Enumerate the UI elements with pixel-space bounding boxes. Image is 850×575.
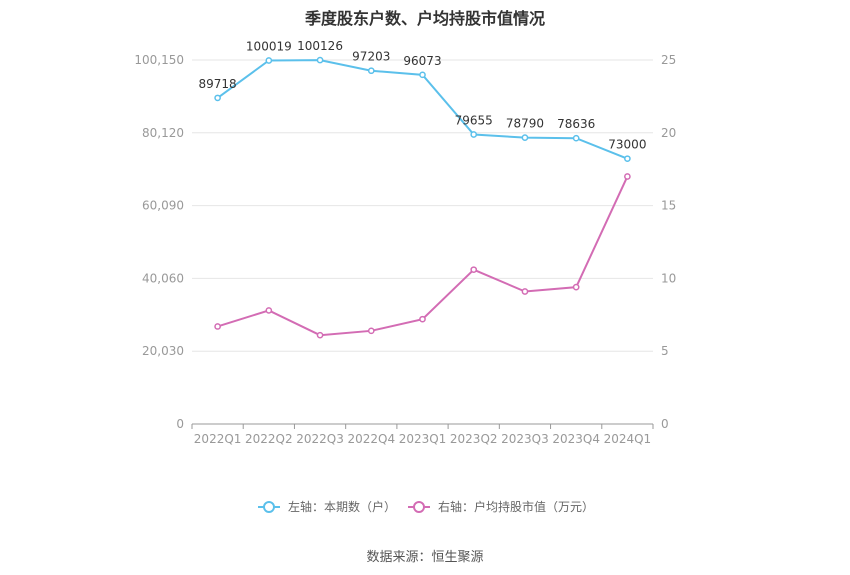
x-axis-tick-label: 2023Q4 [552, 432, 600, 446]
legend-marker [263, 501, 275, 513]
left-axis-tick-label: 100,150 [134, 53, 184, 67]
series-1-point [367, 67, 375, 75]
x-axis-tick-label: 2023Q3 [501, 432, 549, 446]
x-axis-tick-label: 2024Q1 [604, 432, 652, 446]
right-axis-tick-label: 5 [661, 344, 669, 358]
series-line-2 [217, 176, 629, 337]
x-axis-tick-label: 2022Q3 [296, 432, 344, 446]
x-axis-tick-label: 2023Q1 [399, 432, 447, 446]
x-axis-tick-label: 2022Q1 [194, 432, 242, 446]
series-2-point [624, 173, 631, 180]
data-label: 73000 [608, 138, 646, 152]
data-label: 79655 [455, 113, 493, 127]
series-2-point [419, 315, 426, 323]
series-1-point [470, 131, 478, 138]
data-label: 78636 [557, 117, 595, 131]
left-axis-tick-label: 60,090 [142, 199, 184, 213]
data-label: 100126 [297, 39, 343, 53]
x-axis-tick-label: 2023Q2 [450, 432, 498, 446]
series-1-point [624, 155, 631, 163]
right-axis-tick-label: 0 [661, 417, 669, 431]
series-2-point [214, 323, 221, 330]
data-source: 数据来源：恒生聚源 [366, 550, 484, 565]
left-axis-tick-label: 20,030 [142, 344, 184, 358]
series-2-point [265, 307, 273, 314]
right-axis-tick-label: 10 [661, 271, 676, 285]
legend-marker [413, 501, 425, 513]
right-axis-tick-label: 20 [661, 126, 676, 140]
series-2-point [572, 283, 580, 291]
left-axis-tick-label: 80,120 [142, 126, 184, 140]
left-axis-tick-label: 40,060 [142, 271, 184, 285]
series-1-point [419, 71, 426, 79]
right-axis-tick-label: 25 [661, 53, 676, 67]
legend-label: 右轴：户均持股市值（万元） [438, 499, 594, 514]
x-axis-tick-label: 2022Q2 [245, 432, 293, 446]
data-label: 97203 [352, 50, 390, 64]
series-1-point [316, 56, 324, 64]
legend-label: 左轴：本期数（户） [288, 499, 396, 514]
series-1-point [214, 94, 221, 102]
right-axis-tick-label: 15 [661, 199, 676, 213]
chart-title: 季度股东户数、户均持股市值情况 [304, 9, 545, 28]
series-2-point [521, 288, 529, 295]
data-label: 96073 [403, 54, 441, 68]
data-label: 89718 [199, 77, 237, 91]
series-1-point [265, 57, 273, 64]
series-2-point [316, 331, 324, 339]
left-axis-tick-label: 0 [176, 417, 184, 431]
series-1-point [572, 134, 580, 142]
data-label: 78790 [506, 117, 544, 131]
x-axis-tick-label: 2022Q4 [347, 432, 395, 446]
series-2-point [367, 327, 375, 335]
series-1-point [521, 134, 529, 141]
series-2-point [470, 266, 478, 274]
data-label: 100019 [246, 39, 292, 53]
